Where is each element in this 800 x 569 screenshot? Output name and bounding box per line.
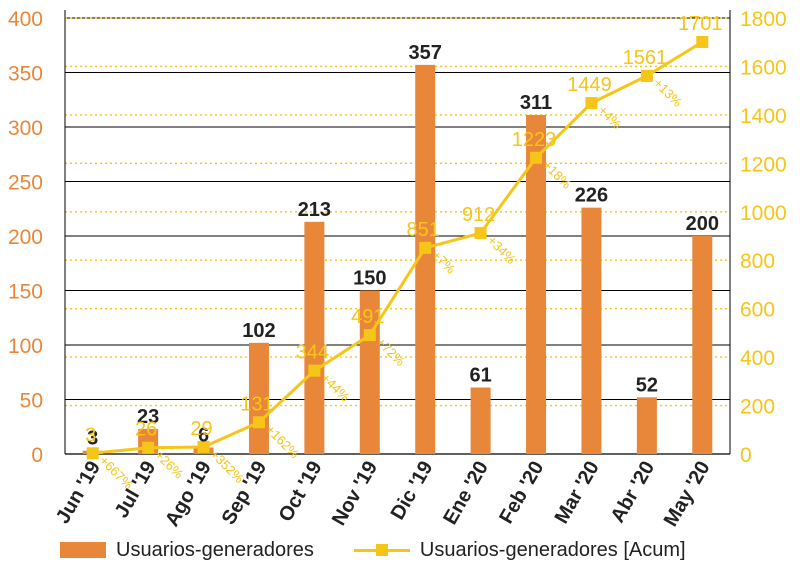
bar [581,207,602,454]
cumulative-point [197,440,210,453]
y-tick-right: 400 [740,347,775,370]
x-tick-label: Nov '19 [328,458,382,530]
y-tick-left: 0 [31,444,43,467]
cumulative-point [252,416,265,429]
legend: Usuarios-generadores Usuarios-generadore… [60,536,760,564]
x-tick-label: Jun '19 [52,458,105,528]
bar-value-label: 52 [636,374,658,396]
cumulative-value-label: 912 [462,204,495,226]
y-tick-left: 100 [8,335,43,358]
cumulative-value-label: 491 [351,306,384,328]
bar-value-label: 357 [409,42,442,64]
y-tick-left: 150 [8,281,43,304]
y-tick-right: 1600 [740,56,787,79]
y-tick-right: 200 [740,396,775,419]
y-tick-left: 300 [8,117,43,140]
cumulative-value-label: 26 [135,419,157,441]
cumulative-value-label: 1223 [512,129,557,151]
bar-value-label: 6 [198,424,209,446]
growth-label: +34% [485,233,520,268]
cumulative-value-label: 851 [407,219,440,241]
bar [526,115,547,454]
x-tick-label: May '20 [660,458,715,531]
cumulative-point [142,441,155,454]
y-tick-left: 200 [8,226,43,249]
bar-value-label: 213 [298,199,331,221]
legend-item-bars: Usuarios-generadores [60,539,314,562]
bar [415,64,436,455]
bar-value-label: 226 [575,185,608,207]
bar-value-label: 3 [87,428,98,450]
cumulative-point [696,35,709,48]
legend-bar-swatch [60,542,106,558]
y-tick-right: 1400 [740,105,787,128]
cumulative-value-label: 3 [85,424,96,446]
cumulative-point [419,241,432,254]
y-tick-left: 350 [8,63,43,86]
bar-value-label: 150 [353,268,386,290]
cumulative-line [92,40,704,455]
growth-label: +26% [152,447,187,482]
legend-bar-label: Usuarios-generadores [116,538,314,561]
y-tick-right: 0 [740,444,752,467]
bar [304,221,325,454]
x-tick-label: Ene '20 [439,458,493,529]
x-tick-label: Feb '20 [495,458,548,528]
y-tick-right: 800 [740,250,775,273]
x-tick-label: Oct '19 [275,458,327,526]
cumulative-value-label: 344 [296,342,329,364]
cumulative-value-label: 1561 [623,47,668,69]
y-tick-right: 1800 [740,8,787,31]
legend-item-line: Usuarios-generadores [Acum] [353,538,686,562]
y-tick-right: 600 [740,299,775,322]
y-tick-right: 1000 [740,202,787,225]
cumulative-point [86,447,99,460]
bar [470,387,491,454]
bar-value-label: 102 [242,320,275,342]
growth-label: +13% [651,75,686,110]
growth-label: +4% [595,103,625,133]
bar-value-label: 200 [686,213,719,235]
bar [636,397,657,454]
y-tick-right: 1200 [740,153,787,176]
cumulative-value-label: 1449 [567,74,612,96]
bar-value-label: 23 [137,406,159,428]
legend-line-swatch [353,542,410,558]
legend-line-label: Usuarios-generadores [Acum] [419,538,686,561]
cumulative-point [530,151,543,164]
cumulative-point [308,364,321,377]
cumulative-point [640,69,653,82]
bar [692,236,713,454]
x-tick-label: Mar '20 [551,458,604,528]
y-tick-left: 400 [8,8,43,31]
cumulative-point [474,227,487,240]
x-tick-label: Abr '20 [607,458,660,527]
x-tick-label: Dic '19 [387,458,438,524]
cumulative-value-label: 1701 [678,13,723,35]
cumulative-value-label: 131 [240,393,273,415]
y-tick-left: 50 [20,390,43,413]
bar-value-label: 61 [470,365,492,387]
y-tick-left: 250 [8,172,43,195]
cumulative-point [363,329,376,342]
cumulative-value-label: 29 [190,418,212,440]
bar-value-label: 311 [520,92,552,114]
cumulative-point [585,97,598,110]
